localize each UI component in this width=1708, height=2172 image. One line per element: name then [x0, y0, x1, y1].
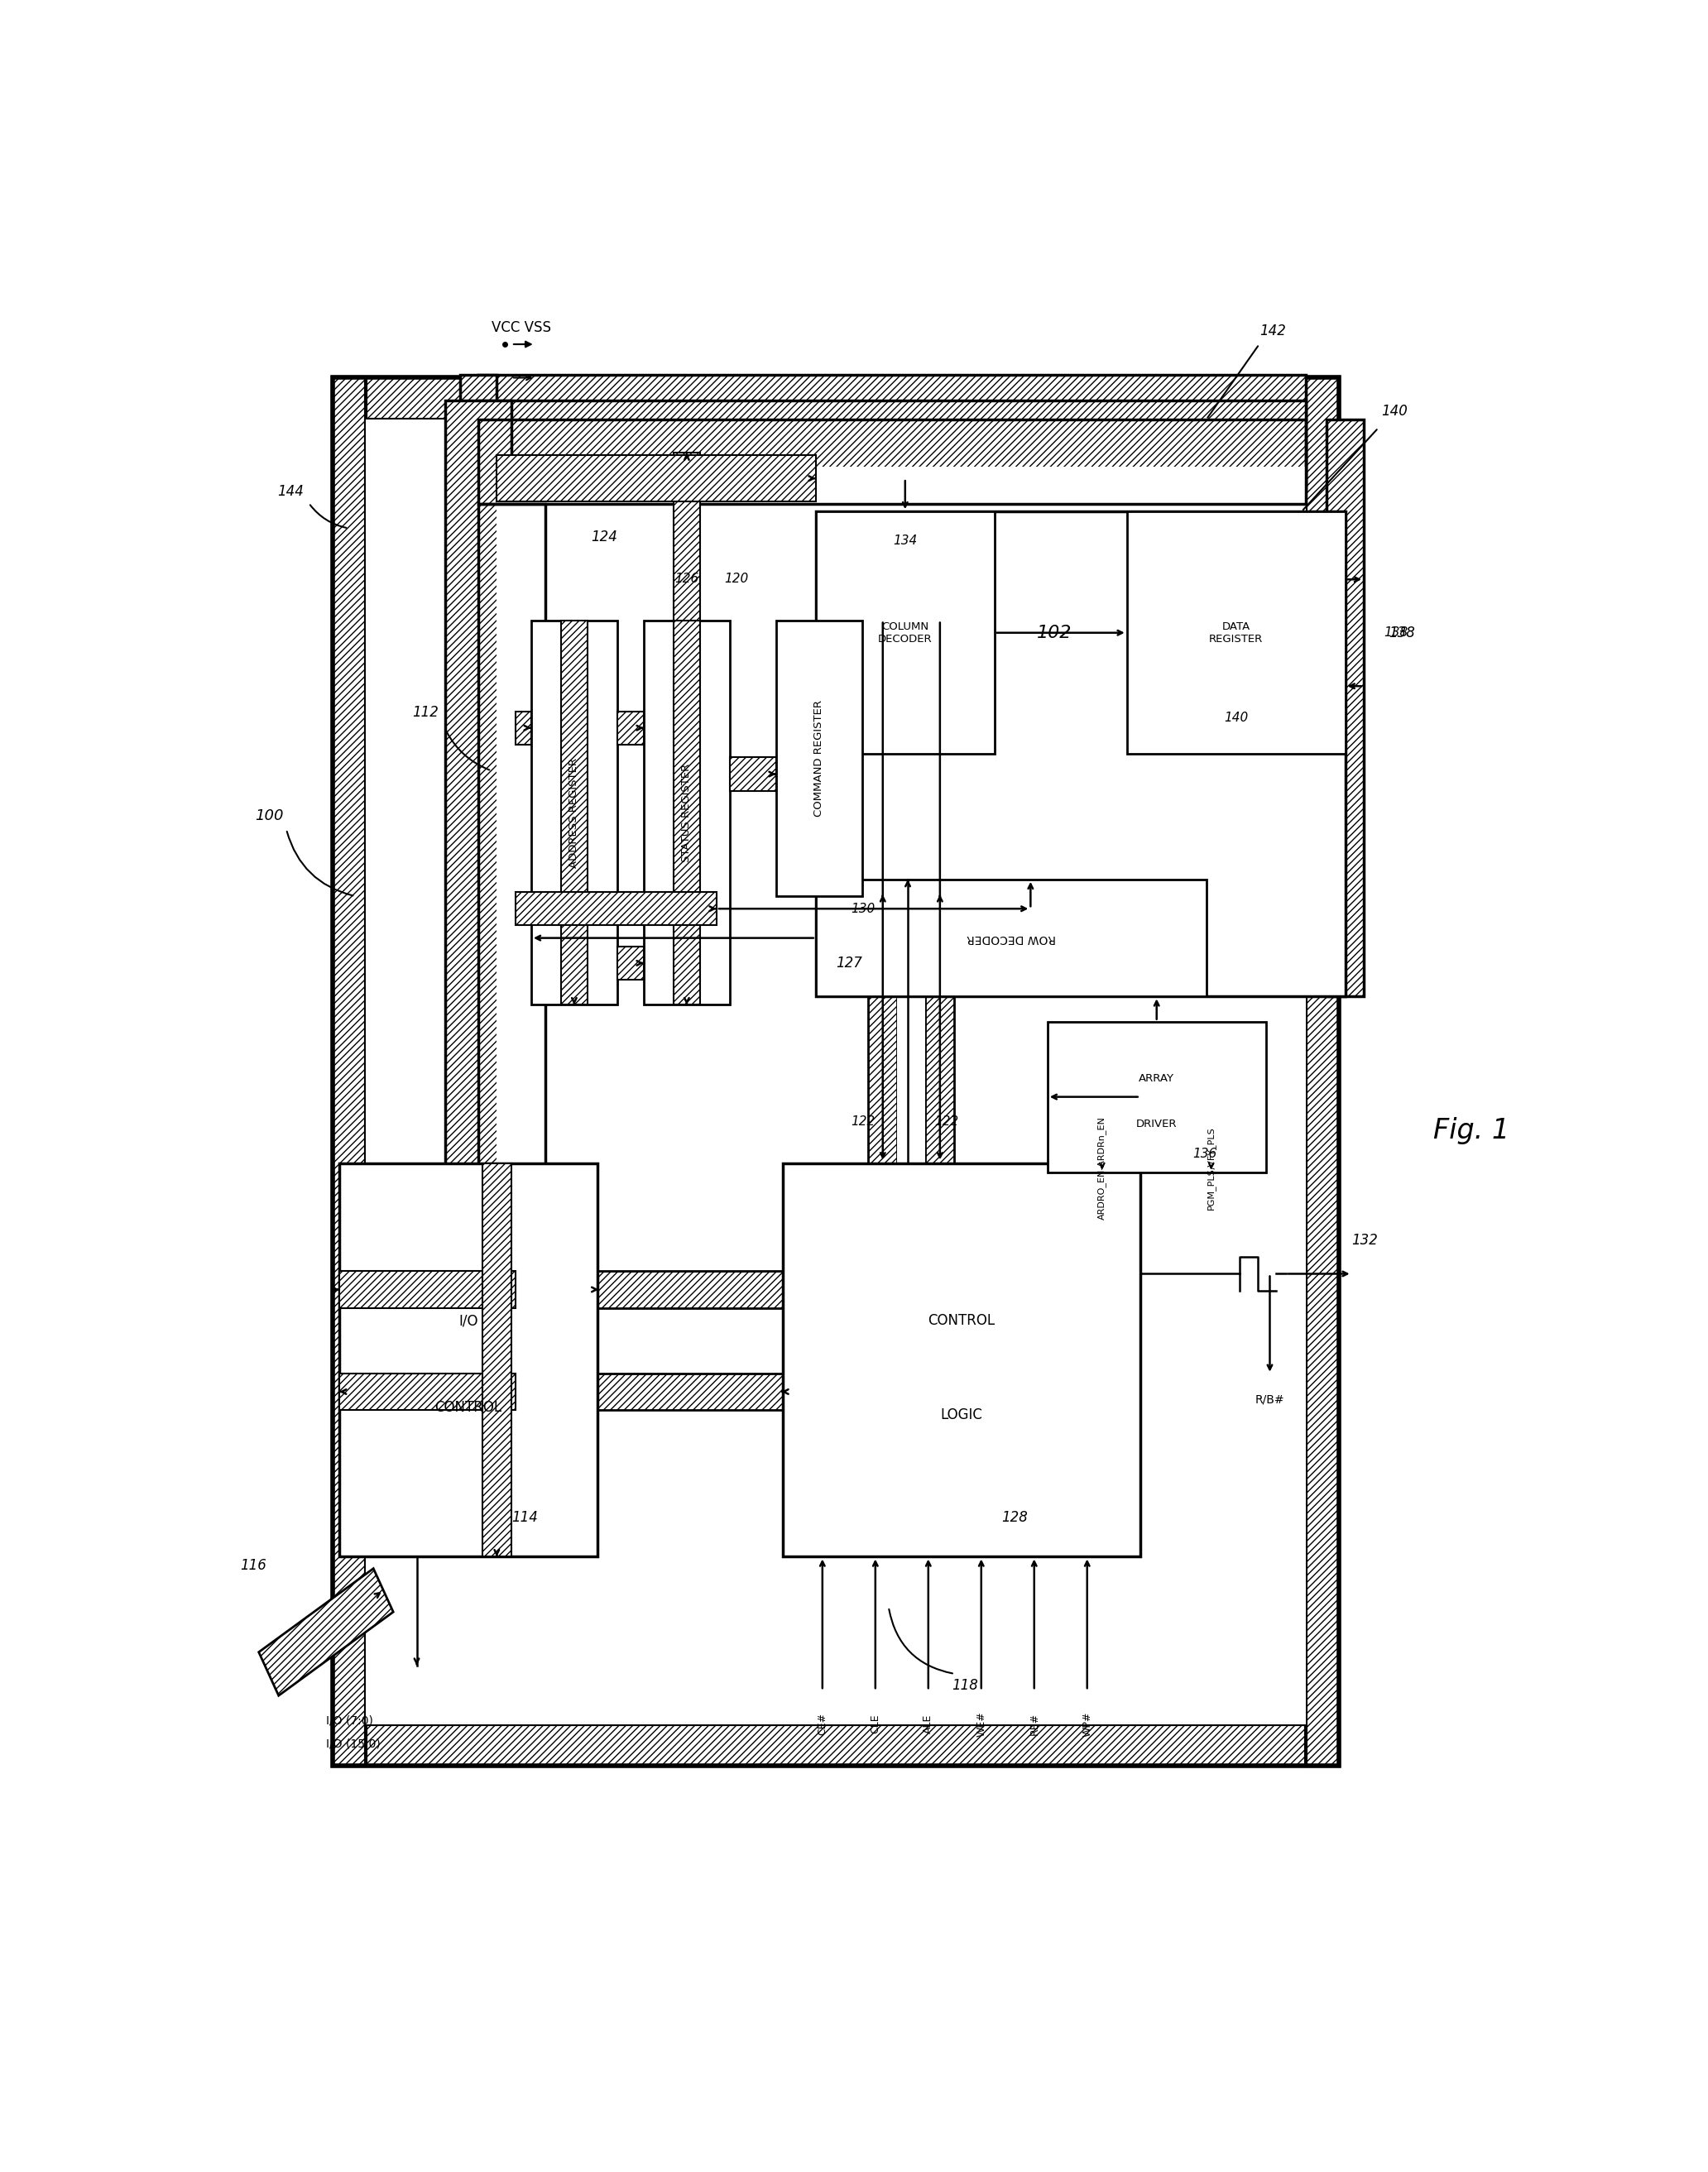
Text: 140: 140	[1225, 712, 1249, 723]
Text: CLE: CLE	[869, 1714, 881, 1733]
Bar	[673, 454, 700, 621]
Bar	[775, 621, 863, 897]
Text: 126: 126	[675, 571, 699, 584]
Bar	[478, 419, 1305, 504]
Bar	[816, 880, 1206, 997]
Bar	[340, 1373, 516, 1410]
Text: CONTROL: CONTROL	[436, 1401, 502, 1414]
Bar	[617, 710, 644, 745]
Text: 127: 127	[835, 956, 863, 971]
Text: 144: 144	[277, 484, 304, 500]
Text: CE#: CE#	[816, 1714, 828, 1735]
Bar	[516, 893, 717, 925]
Bar	[444, 402, 512, 1273]
Text: LOGIC: LOGIC	[941, 1407, 982, 1423]
Bar	[897, 897, 926, 1164]
Text: 100: 100	[254, 808, 284, 823]
Text: 132: 132	[1353, 1234, 1378, 1247]
Bar	[729, 758, 775, 791]
Bar	[598, 1271, 782, 1308]
Text: 122: 122	[851, 1116, 874, 1127]
Text: COMMAND REGISTER: COMMAND REGISTER	[813, 699, 825, 817]
Text: RE#: RE#	[1028, 1714, 1040, 1735]
Bar	[478, 402, 1305, 484]
Bar	[497, 454, 816, 502]
Text: 124: 124	[591, 530, 617, 543]
Text: DRIVER: DRIVER	[1136, 1119, 1177, 1129]
Text: I/O: I/O	[458, 1314, 478, 1329]
Bar	[497, 467, 1305, 1264]
Text: 122: 122	[934, 1116, 958, 1127]
Bar	[516, 443, 1305, 489]
Text: 120: 120	[724, 571, 748, 584]
Bar	[598, 1373, 782, 1410]
Bar	[1127, 513, 1346, 754]
Text: CONTROL: CONTROL	[927, 1314, 996, 1329]
Text: 118: 118	[951, 1679, 979, 1692]
Bar	[333, 1725, 1339, 1766]
Text: 114: 114	[512, 1510, 538, 1525]
Bar	[333, 378, 1339, 419]
Bar	[340, 1164, 598, 1557]
Text: 140: 140	[1382, 404, 1407, 419]
Text: 102: 102	[1037, 626, 1071, 641]
Bar	[366, 419, 1305, 1725]
Text: 134: 134	[893, 534, 917, 547]
Bar	[478, 504, 545, 1273]
Text: 116: 116	[241, 1557, 266, 1573]
Text: 138: 138	[1383, 626, 1407, 639]
Bar	[333, 378, 1339, 1766]
Bar	[673, 621, 700, 1006]
Text: 112: 112	[412, 704, 439, 719]
Bar	[482, 1164, 511, 1557]
Text: 128: 128	[1003, 1510, 1028, 1525]
Bar	[459, 419, 497, 1264]
Text: 136: 136	[1192, 1147, 1216, 1160]
Bar	[333, 378, 366, 1766]
Bar	[531, 621, 617, 1006]
Bar	[478, 376, 1305, 421]
Bar	[926, 897, 955, 1164]
Bar	[673, 454, 700, 621]
Text: ARRAY: ARRAY	[1139, 1073, 1175, 1084]
Bar	[868, 897, 897, 1164]
Bar	[516, 710, 531, 745]
Text: I/O (7:0): I/O (7:0)	[326, 1716, 372, 1727]
Text: 142: 142	[1259, 324, 1286, 339]
Text: WE#: WE#	[975, 1712, 987, 1738]
Text: I/O (15:0): I/O (15:0)	[326, 1738, 381, 1751]
Text: DATA
REGISTER: DATA REGISTER	[1209, 621, 1262, 645]
Text: WP#: WP#	[1081, 1712, 1093, 1738]
Bar	[497, 443, 535, 1264]
Text: ADDRESS REGISTER: ADDRESS REGISTER	[569, 758, 579, 867]
Text: 138: 138	[1389, 626, 1416, 641]
Text: 130: 130	[851, 904, 874, 914]
Text: STATUS REGISTER: STATUS REGISTER	[681, 762, 692, 862]
Text: Fig. 1: Fig. 1	[1433, 1116, 1510, 1145]
Bar	[617, 947, 644, 980]
Text: VCC VSS: VCC VSS	[492, 319, 552, 334]
Text: ROW DECODER: ROW DECODER	[967, 932, 1056, 945]
Bar	[1305, 378, 1339, 1766]
Text: ARDRO_EN-ARDRn_EN: ARDRO_EN-ARDRn_EN	[1098, 1116, 1107, 1221]
Bar	[782, 1164, 1141, 1557]
Bar	[560, 621, 588, 1006]
Bar	[260, 1568, 393, 1696]
Bar	[816, 513, 994, 754]
Text: COLUMN
DECODER: COLUMN DECODER	[878, 621, 933, 645]
Bar	[340, 1271, 516, 1308]
Text: ALE: ALE	[922, 1714, 934, 1733]
Bar	[644, 621, 729, 1006]
Text: PGM_PLS,VFY_PLS: PGM_PLS,VFY_PLS	[1208, 1127, 1216, 1210]
Text: R/B#: R/B#	[1255, 1394, 1284, 1405]
Bar	[1047, 1021, 1266, 1173]
Bar	[816, 510, 1346, 997]
Bar	[459, 376, 497, 1264]
Bar	[1327, 419, 1363, 997]
